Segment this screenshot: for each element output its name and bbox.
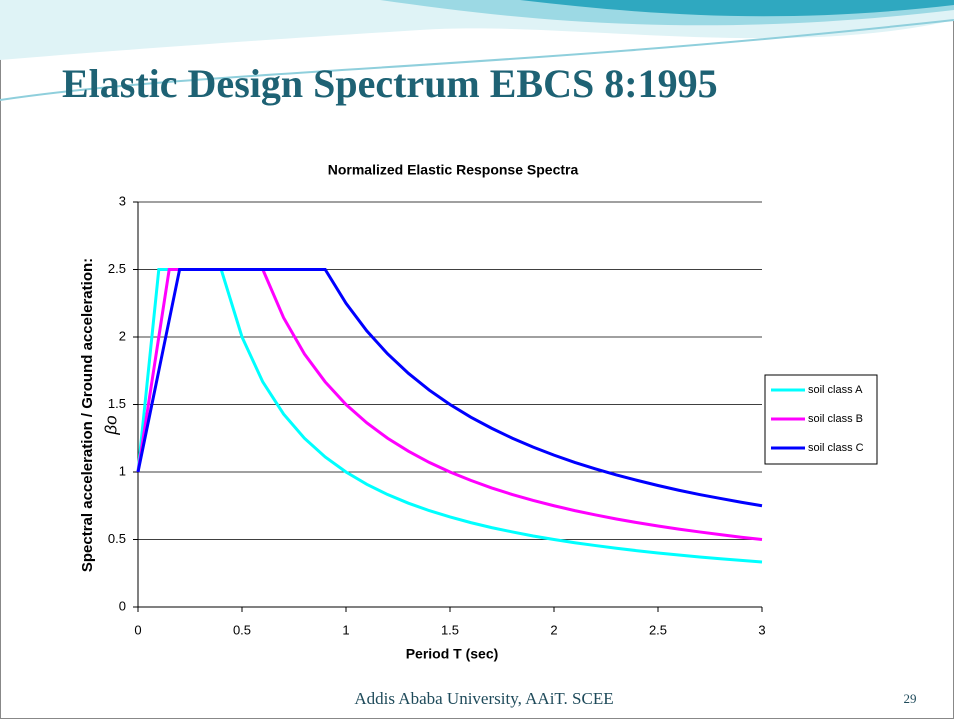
y-tick-label: 3 (119, 193, 126, 208)
y-tick-label: 1.5 (108, 396, 126, 411)
page-number: 29 (904, 691, 917, 706)
y-axis-label: Spectral acceleration / Ground accelerat… (79, 258, 96, 572)
x-tick-label: 2 (550, 622, 557, 637)
y-tick-label: 1 (119, 463, 126, 478)
y-tick-label: 0 (119, 598, 126, 613)
legend-label: soil class C (808, 442, 864, 454)
x-tick-label: 1.5 (441, 622, 459, 637)
slide-footer: Addis Ababa University, AAiT. SCEE (354, 689, 613, 708)
slide: Elastic Design Spectrum EBCS 8:1995 Norm… (0, 0, 954, 719)
chart-title: Normalized Elastic Response Spectra (328, 162, 579, 178)
y-tick-label: 0.5 (108, 531, 126, 546)
x-axis-label: Period T (sec) (406, 646, 499, 662)
y-axis-label: βo (101, 415, 120, 435)
legend-label: soil class B (808, 413, 863, 425)
slide-title: Elastic Design Spectrum EBCS 8:1995 (62, 61, 718, 106)
x-tick-label: 0.5 (233, 622, 251, 637)
x-tick-label: 2.5 (649, 622, 667, 637)
legend-label: soil class A (808, 384, 863, 396)
x-tick-label: 0 (134, 622, 141, 637)
x-tick-label: 1 (342, 622, 349, 637)
y-tick-label: 2.5 (108, 261, 126, 276)
y-tick-label: 2 (119, 328, 126, 343)
x-tick-label: 3 (758, 622, 765, 637)
